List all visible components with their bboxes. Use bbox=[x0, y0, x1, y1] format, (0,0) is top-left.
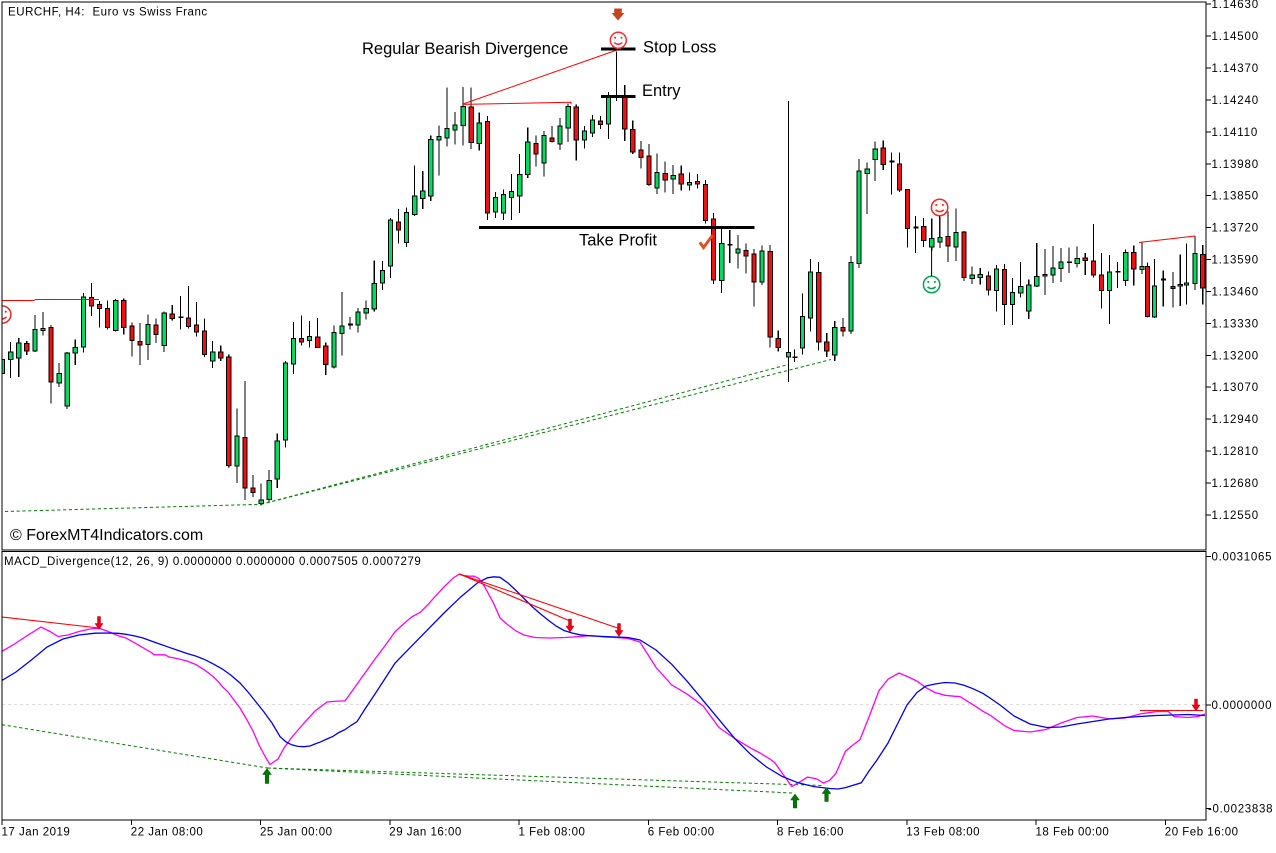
svg-text:1.13980: 1.13980 bbox=[1212, 159, 1260, 171]
svg-text:1.13850: 1.13850 bbox=[1212, 191, 1260, 203]
svg-text:EURCHF, H4: Euro vs Swiss Fra: EURCHF, H4: Euro vs Swiss Franc bbox=[8, 7, 208, 19]
svg-text:0.0000000: 0.0000000 bbox=[1212, 700, 1273, 712]
svg-text:22 Jan 08:00: 22 Jan 08:00 bbox=[131, 827, 204, 839]
svg-text:6 Feb 00:00: 6 Feb 00:00 bbox=[648, 827, 715, 839]
svg-text:1.13070: 1.13070 bbox=[1212, 382, 1260, 394]
svg-text:1.13720: 1.13720 bbox=[1212, 223, 1260, 235]
svg-text:1.13460: 1.13460 bbox=[1212, 287, 1260, 299]
svg-text:1.14500: 1.14500 bbox=[1212, 31, 1260, 43]
svg-text:13 Feb 08:00: 13 Feb 08:00 bbox=[906, 827, 980, 839]
svg-text:Entry: Entry bbox=[642, 82, 681, 100]
svg-text:1.13330: 1.13330 bbox=[1212, 318, 1260, 330]
svg-text:1.12810: 1.12810 bbox=[1212, 446, 1260, 458]
svg-text:1 Feb 08:00: 1 Feb 08:00 bbox=[519, 827, 586, 839]
svg-text:MACD_Divergence(12, 26, 9) 0.0: MACD_Divergence(12, 26, 9) 0.0000000 0.0… bbox=[4, 556, 421, 568]
svg-text:1.12940: 1.12940 bbox=[1212, 414, 1260, 426]
svg-text:Regular Bearish Divergence: Regular Bearish Divergence bbox=[362, 40, 568, 58]
svg-text:-0.0023838: -0.0023838 bbox=[1208, 804, 1273, 816]
svg-text:25 Jan 00:00: 25 Jan 00:00 bbox=[260, 827, 333, 839]
svg-text:20 Feb 16:00: 20 Feb 16:00 bbox=[1165, 827, 1239, 839]
svg-text:1.14370: 1.14370 bbox=[1212, 63, 1260, 75]
svg-text:© ForexMT4Indicators.com: © ForexMT4Indicators.com bbox=[10, 527, 203, 544]
svg-text:1.13200: 1.13200 bbox=[1212, 350, 1260, 362]
svg-text:1.14630: 1.14630 bbox=[1212, 0, 1260, 11]
svg-text:1.13590: 1.13590 bbox=[1212, 255, 1260, 267]
svg-text:29 Jan 16:00: 29 Jan 16:00 bbox=[389, 827, 462, 839]
svg-text:1.12550: 1.12550 bbox=[1212, 510, 1260, 522]
svg-text:17 Jan 2019: 17 Jan 2019 bbox=[2, 827, 71, 839]
svg-text:0.0031065: 0.0031065 bbox=[1212, 551, 1273, 563]
svg-text:18 Feb 00:00: 18 Feb 00:00 bbox=[1036, 827, 1110, 839]
svg-text:Stop Loss: Stop Loss bbox=[643, 39, 716, 57]
svg-text:Take Profit: Take Profit bbox=[579, 232, 657, 250]
svg-text:8 Feb 16:00: 8 Feb 16:00 bbox=[777, 827, 844, 839]
svg-text:1.14240: 1.14240 bbox=[1212, 95, 1260, 107]
svg-text:1.14110: 1.14110 bbox=[1212, 127, 1259, 139]
svg-text:1.12680: 1.12680 bbox=[1212, 478, 1260, 490]
